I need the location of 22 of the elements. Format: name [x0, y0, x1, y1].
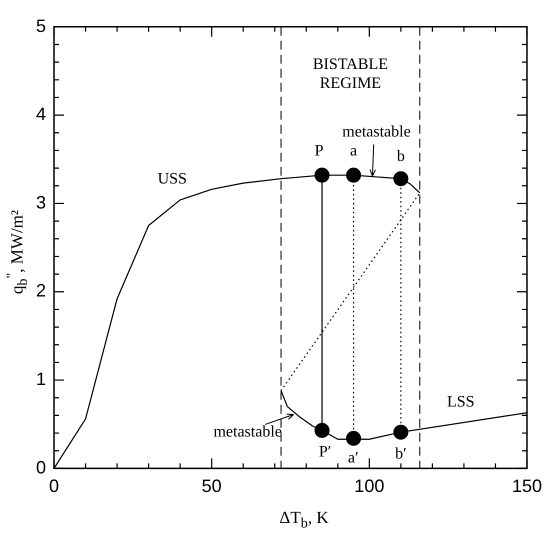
y-tick-label: 1 — [36, 369, 46, 390]
annotation: metastable — [342, 123, 411, 140]
annotation: a′ — [348, 450, 358, 467]
x-axis-title: ΔT$_{b}$, K — [278, 508, 330, 532]
x-tick-label: 0 — [49, 476, 60, 496]
annotation: P — [314, 142, 324, 160]
y-tick-label: 3 — [36, 192, 46, 212]
x-tick-label: 100 — [354, 476, 384, 496]
x-tick-label: 150 — [512, 476, 542, 496]
y-tick-label: 0 — [36, 457, 46, 478]
annotation: metastable — [213, 424, 282, 441]
annotation: b′ — [395, 445, 407, 462]
annotation: BISTABLE REGIME — [312, 56, 388, 92]
annotation: USS — [158, 170, 187, 188]
y-tick-label: 2 — [36, 280, 46, 301]
y-tick-label: 5 — [36, 16, 46, 36]
annotation: LSS — [446, 393, 475, 410]
annotation: a — [350, 142, 358, 160]
y-tick-label: 4 — [36, 104, 46, 124]
annotation: P′ — [318, 444, 332, 461]
x-tick-label: 50 — [202, 476, 222, 496]
annotation: b — [396, 148, 405, 165]
